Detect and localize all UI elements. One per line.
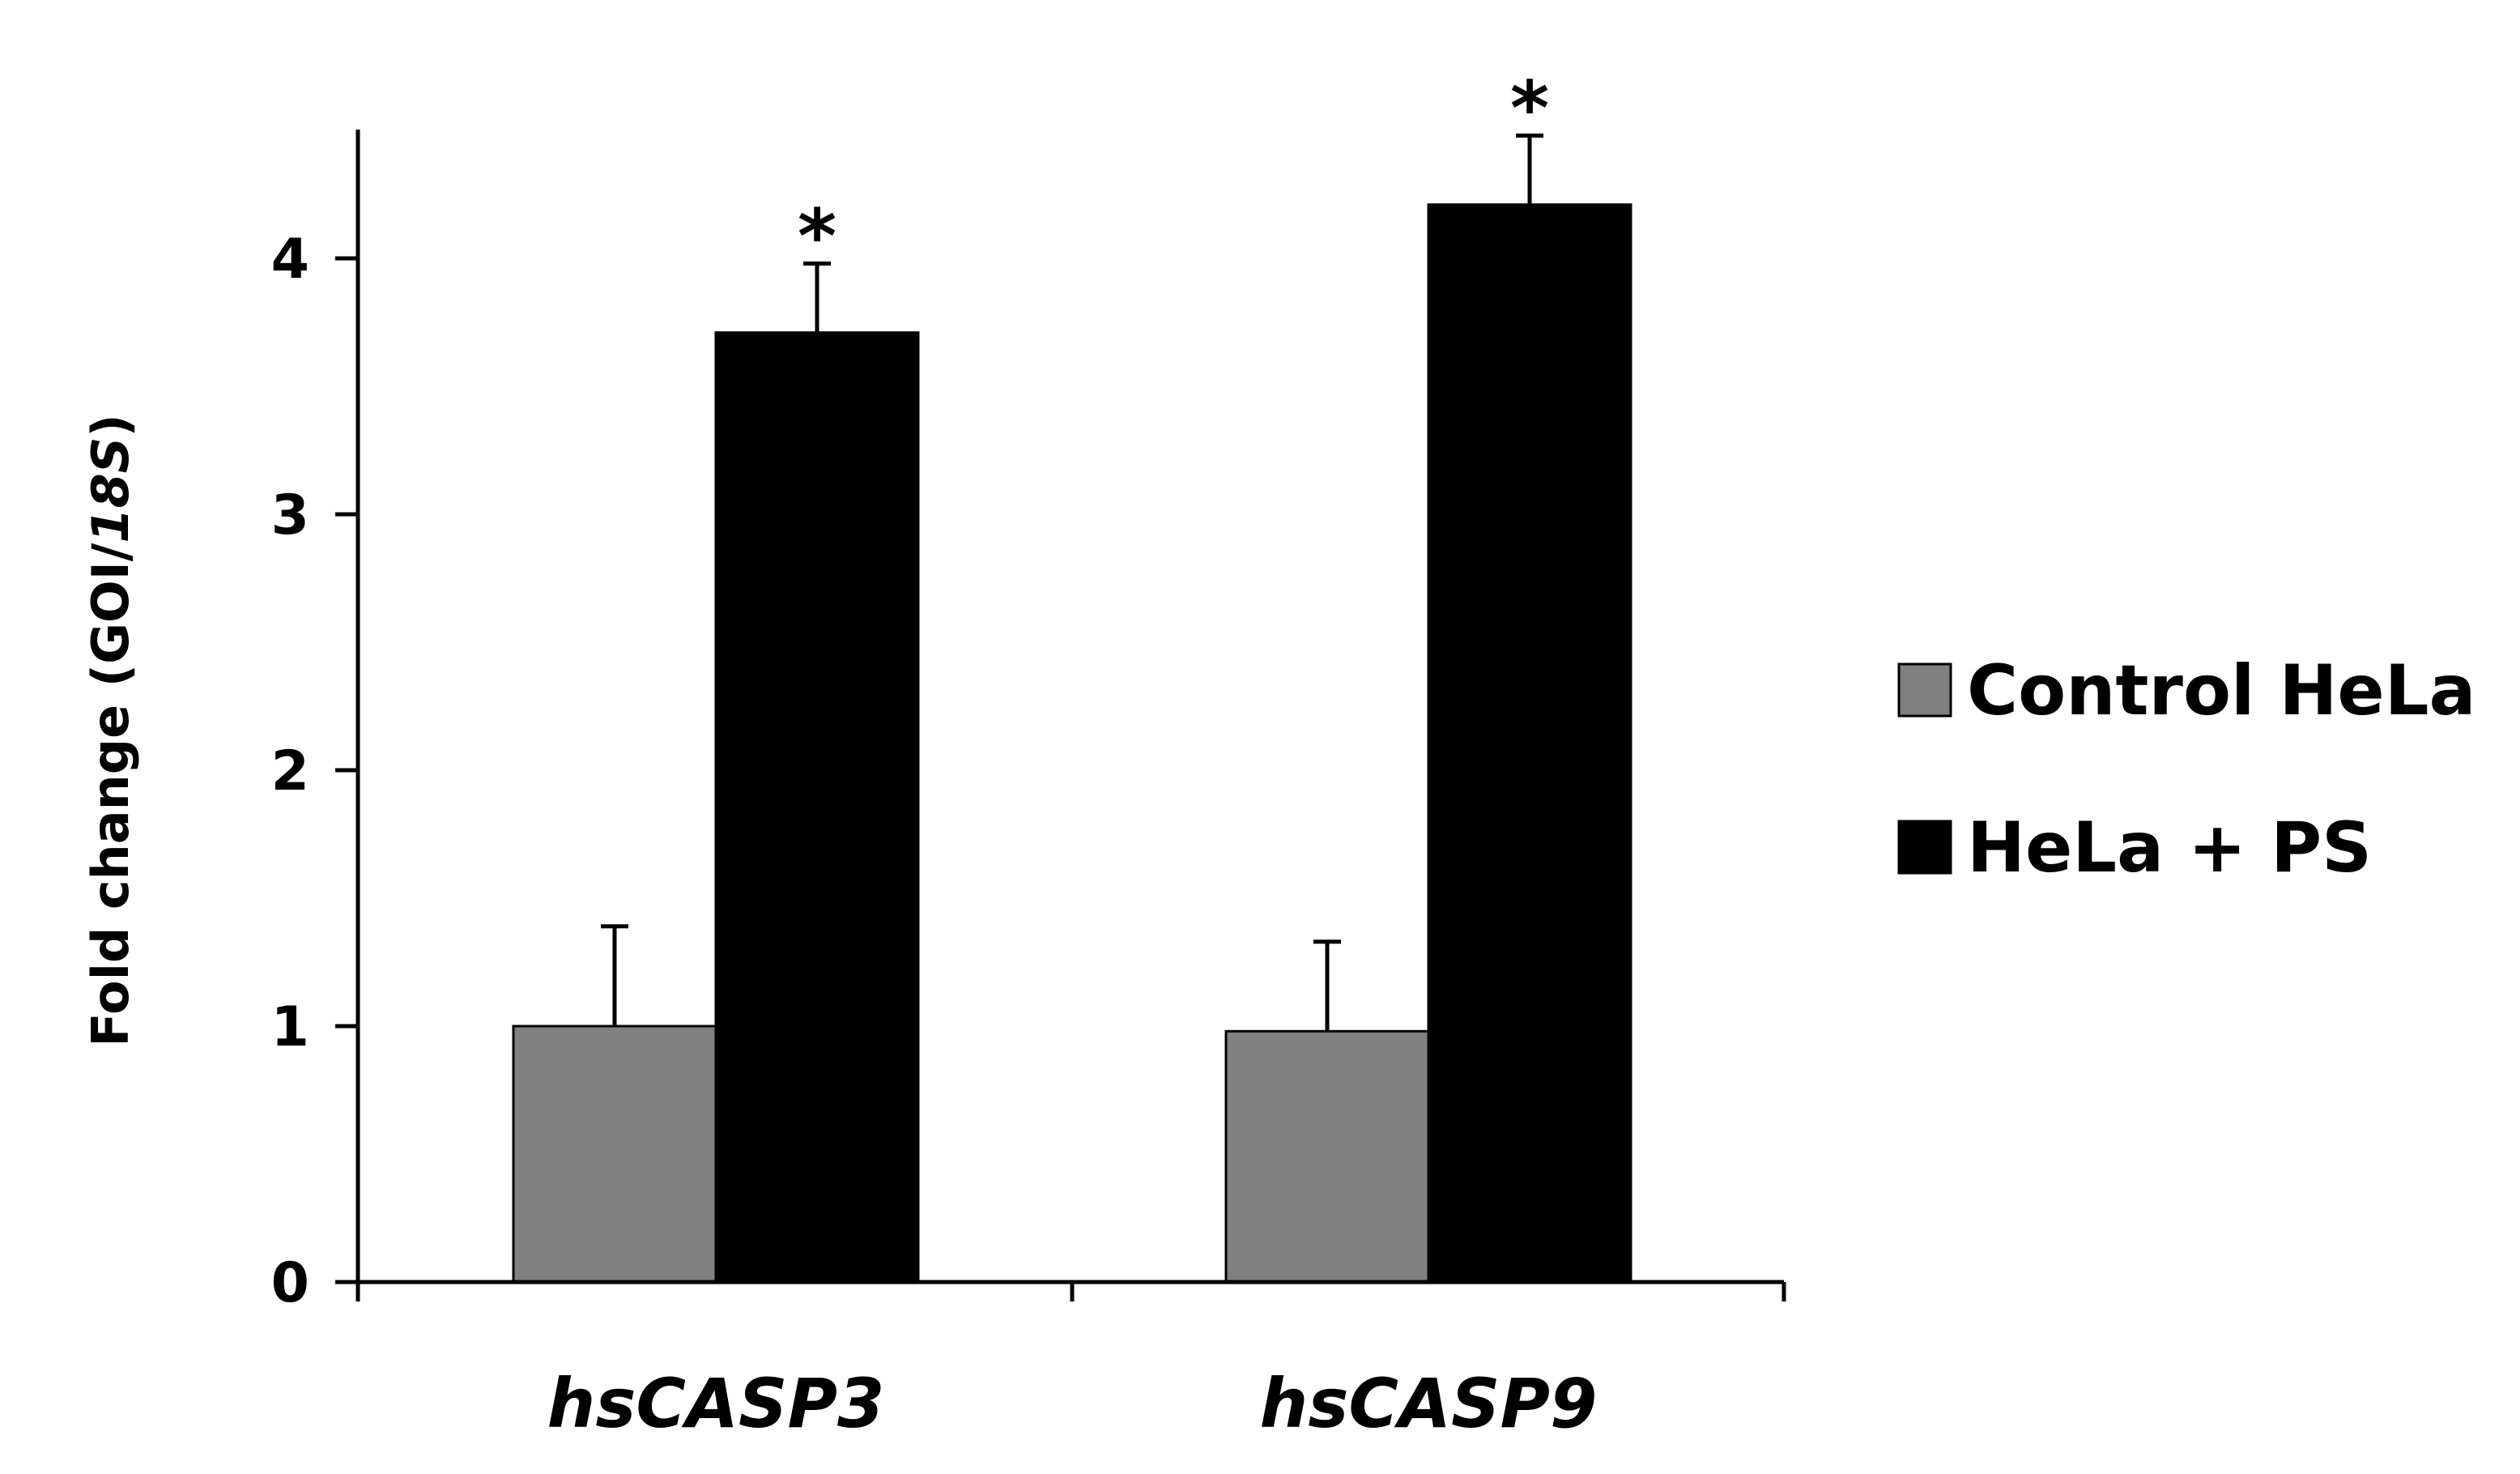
significance-marker: * — [1510, 65, 1549, 151]
y-tick-label: 3 — [271, 484, 309, 547]
legend-swatch — [1897, 820, 1952, 875]
bar-control-hela-hscasp3 — [512, 1025, 717, 1284]
bar-hela-ps-hscasp3 — [714, 331, 920, 1284]
y-tick-label: 0 — [271, 1251, 309, 1315]
bar-control-hela-hscasp9 — [1224, 1029, 1430, 1284]
legend: Control HeLa HeLa + PS — [1897, 650, 2476, 888]
legend-swatch — [1897, 662, 1952, 718]
y-tick-label: 4 — [271, 228, 309, 292]
bars-layer — [512, 203, 1632, 1284]
x-category-label: hsCASP9 — [1260, 1364, 1598, 1443]
bar-hela-ps-hscasp9 — [1427, 203, 1632, 1284]
y-axis-title: Fold change (GOI/18S) — [81, 414, 140, 1046]
y-tick-label: 2 — [271, 739, 309, 803]
y-tick-label: 1 — [271, 995, 309, 1059]
x-category-label: hsCASP3 — [547, 1364, 885, 1443]
legend-label: Control HeLa — [1967, 650, 2476, 731]
significance-marker: * — [798, 193, 836, 279]
error-bars-layer — [601, 133, 1543, 1032]
labels-layer: * * 0 1 2 3 4 hsCASP3 hsCASP9 Fold change (GOI/18… — [81, 65, 1597, 1443]
axes-layer — [335, 130, 1786, 1301]
legend-label: HeLa + PS — [1967, 807, 2372, 888]
